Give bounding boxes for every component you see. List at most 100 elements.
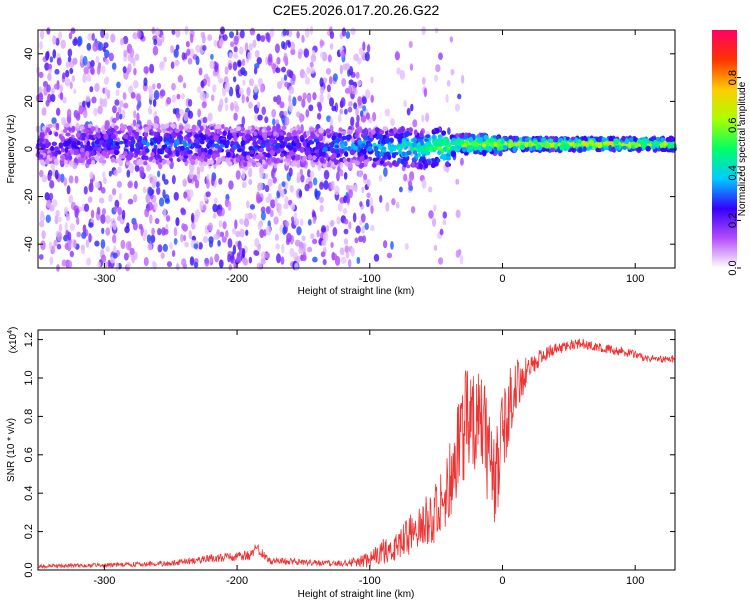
- heatmap-cell: [228, 52, 233, 59]
- heatmap-cell: [39, 29, 45, 40]
- spectrogram-y-ticks: -40 -20 0 20 40: [23, 48, 675, 252]
- heatmap-cell: [70, 27, 76, 34]
- heatmap-cell: [42, 80, 48, 88]
- heatmap-cell: [608, 135, 614, 142]
- heatmap-cell: [190, 212, 195, 223]
- heatmap-cell: [77, 35, 83, 46]
- heatmap-cell: [164, 123, 170, 129]
- heatmap-cell: [195, 55, 200, 66]
- heatmap-cell: [160, 252, 165, 259]
- colorbar-gradient: [712, 30, 737, 268]
- heatmap-cell: [382, 240, 388, 249]
- heatmap-cell: [45, 214, 51, 223]
- heatmap-cell: [308, 104, 314, 112]
- heatmap-cell: [295, 255, 301, 263]
- heatmap-cell: [190, 158, 196, 166]
- heatmap-cell: [151, 26, 156, 35]
- heatmap-cell: [531, 145, 536, 151]
- heatmap-cell: [512, 145, 517, 153]
- heatmap-cell: [80, 147, 85, 154]
- heatmap-cell: [127, 181, 133, 189]
- heatmap-cell: [171, 250, 176, 257]
- heatmap-cell: [227, 253, 231, 263]
- heatmap-cell: [90, 209, 95, 219]
- heatmap-cell: [321, 239, 327, 247]
- heatmap-cell: [309, 127, 315, 132]
- heatmap-cell: [114, 99, 120, 106]
- heatmap-cell: [241, 181, 247, 189]
- heatmap-cell: [321, 151, 326, 157]
- heatmap-cell: [113, 169, 118, 177]
- heatmap-cell: [235, 230, 241, 238]
- heatmap-cell: [163, 207, 167, 218]
- heatmap-cell: [137, 29, 142, 40]
- heatmap-cell: [66, 108, 72, 119]
- heatmap-cell: [378, 152, 384, 157]
- heatmap-cell: [112, 234, 117, 244]
- heatmap-cell: [289, 184, 294, 193]
- snr-x-tick-label: -200: [226, 575, 248, 587]
- heatmap-cell: [217, 146, 222, 153]
- heatmap-cell: [342, 208, 348, 215]
- heatmap-cell: [330, 219, 335, 227]
- heatmap-cell: [76, 216, 80, 225]
- heatmap-cell: [345, 184, 350, 191]
- heatmap-cell: [274, 233, 279, 241]
- heatmap-cell: [167, 149, 172, 155]
- snr-y-multiplier-base: (x10: [8, 333, 19, 353]
- heatmap-cell: [283, 203, 289, 210]
- heatmap-cell: [266, 131, 272, 136]
- heatmap-cell: [66, 185, 71, 195]
- heatmap-cell: [161, 34, 165, 43]
- heatmap-cell: [253, 249, 259, 256]
- heatmap-cell: [49, 56, 54, 63]
- heatmap-cell: [210, 126, 214, 131]
- heatmap-cell: [269, 150, 276, 156]
- heatmap-cell: [228, 31, 234, 39]
- heatmap-cell: [286, 132, 292, 138]
- heatmap-cell: [101, 208, 107, 215]
- heatmap-cell: [387, 154, 392, 160]
- heatmap-cell: [202, 44, 207, 51]
- heatmap-cell: [358, 235, 364, 243]
- heatmap-cell: [100, 254, 107, 263]
- heatmap-cell: [290, 41, 295, 51]
- heatmap-cell: [292, 96, 297, 107]
- heatmap-cell: [388, 137, 394, 143]
- heatmap-cell: [322, 231, 329, 242]
- heatmap-cell: [108, 170, 112, 177]
- heatmap-cell: [332, 73, 338, 82]
- heatmap-cell: [364, 222, 369, 231]
- heatmap-cell: [67, 48, 73, 58]
- heatmap-cell: [207, 143, 213, 147]
- heatmap-cell: [374, 150, 379, 157]
- heatmap-cell: [64, 77, 71, 87]
- heatmap-cell: [170, 61, 175, 69]
- heatmap-cell: [55, 37, 60, 46]
- heatmap-cell: [221, 124, 225, 129]
- snr-y-multiplier-close: ): [8, 327, 19, 330]
- snr-y-tick-label: 0.4: [23, 486, 35, 501]
- heatmap-cell: [115, 262, 119, 272]
- heatmap-cell: [37, 86, 43, 94]
- heatmap-cell: [94, 155, 100, 161]
- heatmap-cell: [113, 205, 118, 212]
- heatmap-cell: [385, 202, 390, 212]
- heatmap-cell: [291, 130, 298, 136]
- heatmap-cell: [198, 133, 204, 139]
- heatmap-cell: [383, 167, 388, 177]
- heatmap-cell: [302, 155, 307, 161]
- heatmap-cell: [352, 145, 359, 151]
- heatmap-cell: [438, 52, 443, 61]
- heatmap-cell: [145, 193, 151, 204]
- heatmap-cell: [248, 101, 253, 109]
- heatmap-cell: [112, 188, 117, 196]
- heatmap-cell: [667, 142, 672, 149]
- heatmap-cell: [180, 233, 184, 243]
- heatmap-cell: [287, 41, 291, 48]
- heatmap-cell: [112, 105, 117, 114]
- heatmap-cell: [92, 42, 98, 52]
- heatmap-cell: [89, 176, 94, 187]
- heatmap-cell: [147, 186, 153, 197]
- heatmap-cell: [421, 25, 426, 36]
